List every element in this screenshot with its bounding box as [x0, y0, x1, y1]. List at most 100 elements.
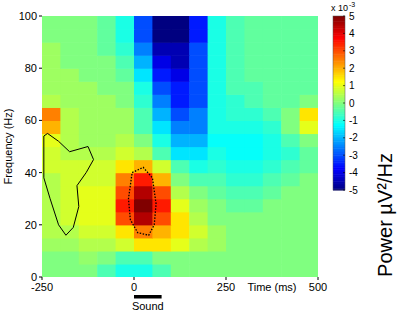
cell: [171, 160, 190, 174]
cell: [263, 186, 282, 200]
cell: [60, 81, 79, 95]
cell: [171, 147, 190, 161]
cell: [281, 251, 300, 265]
cell: [134, 199, 153, 213]
cell: [263, 55, 282, 69]
cell: [171, 107, 190, 121]
colorbar-tick-label: 2: [349, 63, 355, 74]
cell: [97, 264, 116, 277]
cell: [134, 68, 153, 82]
cell: [60, 173, 79, 187]
cell: [281, 55, 300, 69]
cell: [263, 94, 282, 108]
cell: [189, 16, 208, 30]
cell: [171, 212, 190, 226]
cell: [281, 264, 300, 277]
cell: [171, 120, 190, 134]
cell: [42, 199, 61, 213]
cell: [244, 147, 263, 161]
cell: [116, 264, 135, 277]
cell: [97, 42, 116, 56]
cell: [152, 81, 171, 95]
cell: [281, 173, 300, 187]
cell: [60, 94, 79, 108]
cell: [226, 55, 245, 69]
cell: [116, 42, 135, 56]
cell: [244, 55, 263, 69]
cell: [79, 81, 98, 95]
cell: [97, 199, 116, 213]
cell: [189, 107, 208, 121]
cell: [60, 264, 79, 277]
y-tick-label: 20: [25, 219, 37, 231]
cell: [263, 29, 282, 43]
cell: [42, 251, 61, 265]
cell: [208, 199, 227, 213]
colorbar-title: Power µV²/Hz: [374, 153, 396, 277]
cell: [79, 264, 98, 277]
colorbar-tick: [343, 137, 345, 138]
cell: [171, 199, 190, 213]
cell: [189, 160, 208, 174]
cell: [226, 160, 245, 174]
cell: [281, 225, 300, 239]
cell: [189, 186, 208, 200]
cell: [244, 42, 263, 56]
cell: [208, 238, 227, 252]
cell: [244, 238, 263, 252]
cell: [97, 147, 116, 161]
cell: [189, 81, 208, 95]
cell: [300, 160, 318, 174]
cell: [189, 120, 208, 134]
cell: [116, 251, 135, 265]
y-tick-label: 40: [25, 167, 37, 179]
cell: [60, 199, 79, 213]
cell: [226, 16, 245, 30]
cell: [79, 55, 98, 69]
cell: [97, 186, 116, 200]
cell: [171, 264, 190, 277]
cell: [189, 251, 208, 265]
cell: [281, 212, 300, 226]
colorbar-tick: [343, 120, 345, 121]
cell: [134, 55, 153, 69]
cell: [281, 238, 300, 252]
cell: [300, 107, 318, 121]
cell: [42, 42, 61, 56]
cell: [208, 225, 227, 239]
cell: [97, 94, 116, 108]
colorbar-tick-label: 4: [349, 28, 355, 39]
cell: [152, 55, 171, 69]
cell: [60, 120, 79, 134]
cell: [226, 147, 245, 161]
cell: [116, 147, 135, 161]
colorbar-scale-exponent: -3: [349, 1, 355, 8]
cell: [226, 29, 245, 43]
cell: [42, 264, 61, 277]
cell: [244, 107, 263, 121]
cell: [300, 225, 318, 239]
cell: [116, 199, 135, 213]
cell: [300, 264, 318, 277]
cell: [116, 238, 135, 252]
cell: [152, 42, 171, 56]
colorbar-tick: [343, 33, 345, 34]
x-tick-label: 500: [309, 281, 327, 293]
cell: [79, 42, 98, 56]
y-tick: [39, 172, 42, 173]
cell: [60, 55, 79, 69]
cell: [244, 186, 263, 200]
cell: [79, 120, 98, 134]
cell: [171, 186, 190, 200]
cell: [134, 81, 153, 95]
cell: [79, 29, 98, 43]
cell: [226, 212, 245, 226]
y-tick-label: 60: [25, 114, 37, 126]
cell: [281, 68, 300, 82]
cell: [263, 120, 282, 134]
colorbar-tick-label: -3: [349, 150, 358, 161]
cell: [152, 160, 171, 174]
cell: [208, 160, 227, 174]
cell: [134, 107, 153, 121]
contour: [44, 133, 94, 235]
